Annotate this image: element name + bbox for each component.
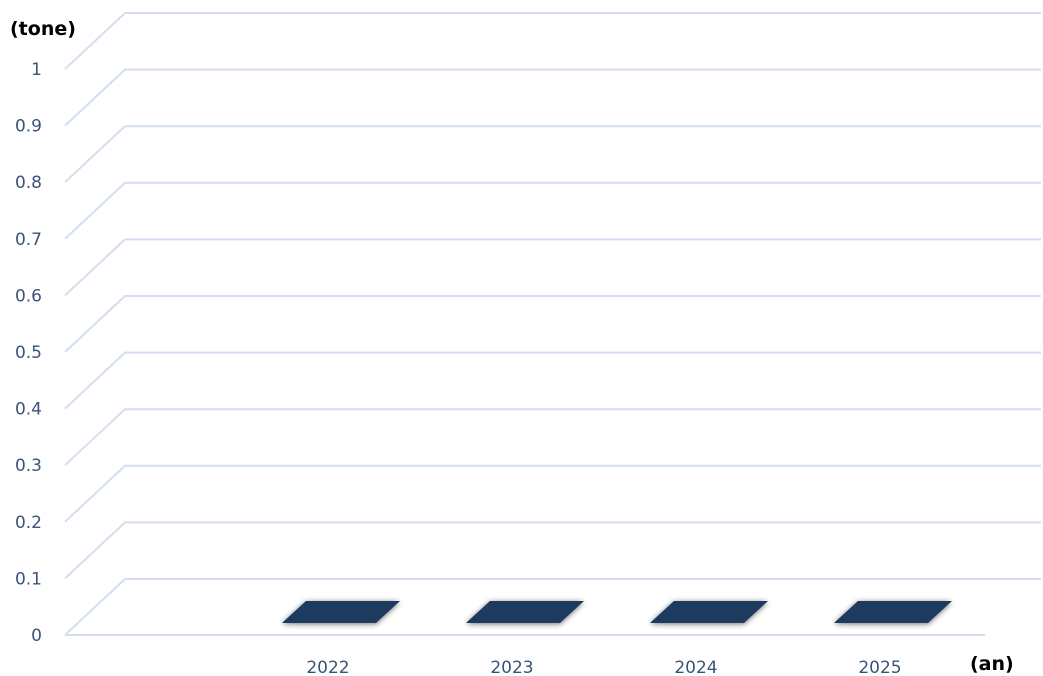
gridline: [64, 521, 1041, 580]
gridline: [64, 351, 1041, 410]
y-tick-label: 0.2: [15, 513, 42, 533]
x-tick-label: 2022: [306, 658, 349, 676]
grid-layer: [64, 12, 1041, 636]
gridline: [64, 181, 1041, 240]
gridline: [64, 578, 1041, 636]
y-tick-label: 0.8: [15, 173, 42, 193]
y-axis-title: (tone): [10, 18, 76, 40]
x-tick-label: 2024: [674, 658, 717, 676]
bar-2022: [282, 601, 400, 623]
y-tick-label: 0.1: [15, 569, 42, 589]
x-axis-title: (an): [970, 653, 1014, 675]
gridline: [64, 125, 1041, 183]
bars-layer: [282, 601, 952, 623]
x-tick-label: 2023: [490, 658, 533, 676]
y-tick-labels: 0 0.1 0.2 0.3 0.4 0.5 0.6 0.7 0.8 0.9 1: [15, 60, 42, 646]
y-tick-label: 1: [31, 60, 42, 80]
x-tick-label: 2025: [858, 658, 901, 676]
gridline: [64, 68, 1041, 127]
bar-2023: [466, 601, 584, 623]
gridline: [64, 295, 1041, 353]
y-tick-label: 0.3: [15, 456, 42, 476]
gridline: [64, 238, 1041, 297]
bar-2024: [650, 601, 768, 623]
y-tick-label: 0.9: [15, 117, 42, 137]
y-tick-label: 0.7: [15, 230, 42, 250]
gridline: [64, 12, 1041, 70]
y-tick-label: 0.4: [15, 400, 42, 420]
y-tick-label: 0.5: [15, 343, 42, 363]
bar-2025: [834, 601, 952, 623]
y-tick-label: 0.6: [15, 286, 42, 306]
x-tick-labels: 2022 2023 2024 2025: [306, 658, 901, 676]
gridline: [64, 408, 1041, 466]
gridline: [64, 464, 1041, 523]
y-tick-label: 0: [31, 626, 42, 646]
